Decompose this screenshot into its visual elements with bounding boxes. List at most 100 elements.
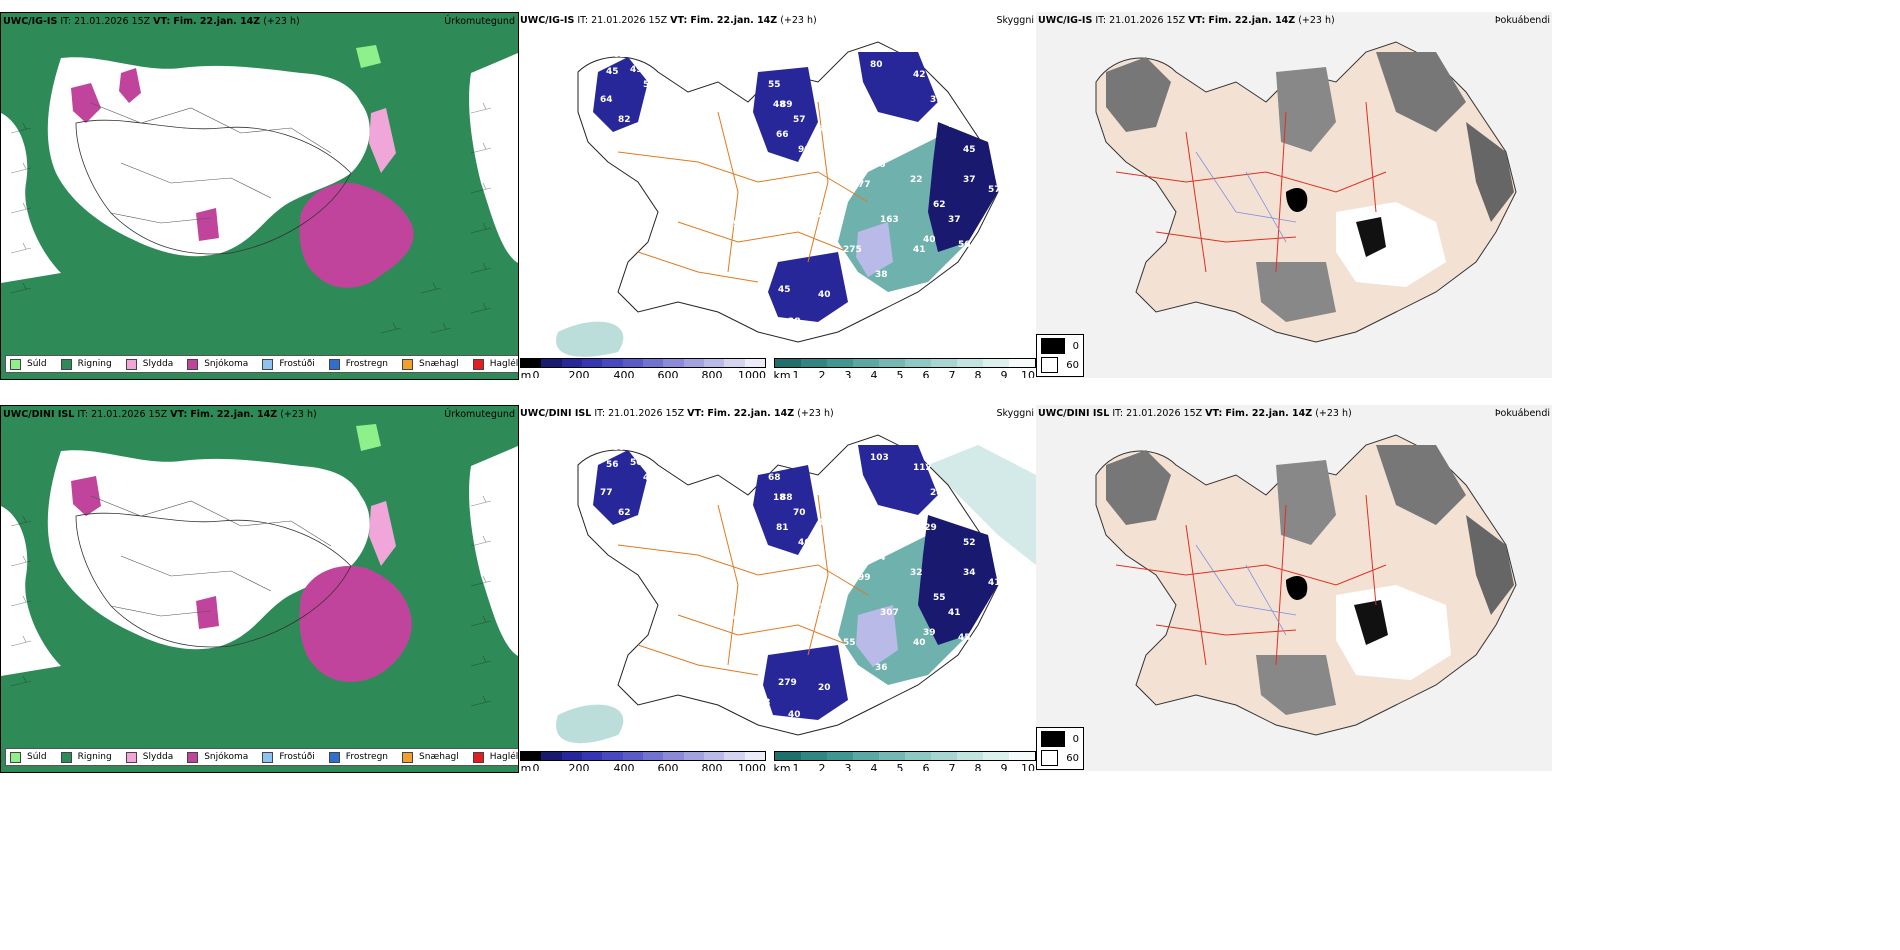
scale-tick: 400 [613, 369, 635, 378]
precip-title: Úrkomutegund [444, 409, 515, 420]
cloud-base-label: 39 [778, 608, 791, 618]
cloud-base-label: 112 [913, 463, 932, 473]
legend-swatch [472, 358, 484, 370]
cloud-base-label: 87 [853, 280, 866, 290]
scale-tick: 2 [818, 762, 826, 771]
scale-unit: km [773, 369, 791, 378]
cloud-base-label: 103 [870, 453, 889, 463]
it-label: IT: [577, 15, 589, 26]
fog-panel-top: UWC/IG-IS IT: 21.01.2026 15Z VT: Fim. 22… [1036, 12, 1552, 378]
legend-item-haglel: Haglél [472, 751, 518, 763]
cloud-base-label: 45 [958, 633, 971, 643]
cloud-base-label: 70 [818, 125, 831, 135]
cloud-title: Skyggni [996, 15, 1034, 26]
cloud-base-label: 39 [930, 95, 943, 105]
scale-tick: 1 [792, 762, 800, 771]
scale-ticks: km 1 2 3 4 5 6 7 8 9 10 [773, 369, 1036, 378]
cloud-base-label: 28 [788, 317, 801, 327]
model-name: UWC/DINI ISL [3, 409, 75, 420]
scale-tick: 600 [657, 762, 679, 771]
cloud-base-label: 46 [648, 493, 661, 503]
fog-map-bottom [1036, 405, 1552, 771]
cloud-base-label: 28 [930, 488, 943, 498]
cloud-base-label: 56 [958, 240, 971, 250]
vt-label: VT: [670, 15, 688, 26]
fog-legend-swatch [1041, 750, 1059, 766]
scale-bar [774, 751, 1036, 761]
cloud-base-label: 20 [818, 683, 831, 693]
cloud-base-label: 88 [780, 493, 793, 503]
cloud-base-label: 55 [743, 708, 756, 718]
it-label: IT: [594, 408, 606, 419]
cloud-base-label: 55 [843, 638, 856, 648]
fog-legend-swatch [1041, 357, 1059, 373]
scale-tick: 4 [870, 762, 878, 771]
cloud-base-label: 50 [630, 458, 643, 468]
panel-header: UWC/IG-IS IT: 21.01.2026 15Z VT: Fim. 22… [520, 15, 817, 26]
legend-item-frostregn: Frostregn [328, 358, 388, 370]
cloud-base-label: 41 [948, 608, 961, 618]
lead-time: (+23 h) [797, 408, 834, 419]
vt-value: Fim. 22.jan. 14Z [1225, 408, 1313, 419]
cloud-title: Skyggni [996, 408, 1034, 419]
cloud-base-label: 55 [768, 80, 781, 90]
fog-legend-row: 60 [1041, 750, 1079, 766]
vt-label: VT: [687, 408, 705, 419]
legend-item-frostudi: Frostúði [262, 358, 315, 370]
cloud-base-label: 40 [923, 235, 936, 245]
fog-legend-row: 0 [1041, 338, 1079, 354]
vt-label: VT: [1188, 15, 1206, 26]
cloud-base-label: 14 [873, 553, 886, 563]
cloud-base-label: 275 [843, 245, 862, 255]
cloud-base-label: 45 [733, 613, 746, 623]
lead-time: (+23 h) [780, 15, 817, 26]
cloud-base-label: 51 [643, 80, 656, 90]
cloud-base-label: 163 [880, 215, 899, 225]
vt-label: VT: [1205, 408, 1223, 419]
lead-time: (+23 h) [1315, 408, 1352, 419]
cloud-base-label: 279 [778, 678, 797, 688]
cloud-base-label: 40 [818, 518, 831, 528]
fog-legend-swatch [1041, 338, 1065, 354]
cloud-base-label: 52 [778, 215, 791, 225]
scale-tick: 10 [1021, 369, 1035, 378]
precip-legend: Súld Rigning Slydda Snjókoma Frostúði Fr… [5, 748, 518, 766]
scale-tick: 200 [568, 369, 590, 378]
cloud-base-label: 103 [896, 135, 915, 145]
scale-tick: 600 [657, 369, 679, 378]
scale-tick: 1000 [738, 762, 766, 771]
cloud-base-label: 32 [990, 145, 1003, 155]
cloud-scale-km: km 1 2 3 4 5 6 7 8 9 10 [773, 358, 1036, 378]
scale-tick: 1 [792, 369, 800, 378]
panel-header: UWC/DINI ISL IT: 21.01.2026 15Z VT: Fim.… [1038, 408, 1352, 419]
legend-swatch [262, 751, 274, 763]
scale-ticks: m 0 200 400 600 800 1000 [520, 762, 766, 771]
fog-legend-row: 60 [1041, 357, 1079, 373]
cloud-base-label: 40 [818, 290, 831, 300]
cloud-base-label: 85 [613, 195, 626, 205]
fog-legend: 0 60 [1036, 334, 1084, 377]
model-name: UWC/DINI ISL [520, 408, 592, 419]
cloud-base-label: 66 [776, 130, 789, 140]
cloud-base-label: 37 [948, 215, 961, 225]
legend-swatch [187, 751, 199, 763]
cloud-base-label: 57 [793, 115, 806, 125]
cloud-base-label: 307 [880, 608, 899, 618]
legend-swatch [402, 751, 414, 763]
legend-swatch [472, 751, 484, 763]
cloud-base-label: 42 [913, 70, 926, 80]
legend-item-rigning: Rigning [60, 751, 112, 763]
scale-tick: 800 [701, 369, 723, 378]
legend-item-sudd: Súld [10, 358, 47, 370]
scale-ticks: km 1 2 3 4 5 6 7 8 9 10 [773, 762, 1036, 771]
cloud-base-label: 19 [678, 185, 691, 195]
cloud-base-label: 82 [618, 115, 631, 125]
cloud-base-label: 77 [858, 180, 871, 190]
legend-item-snaehagl: Snæhagl [402, 751, 459, 763]
cloud-base-label: 64 [600, 95, 613, 105]
vt-value: Fim. 22.jan. 14Z [690, 15, 778, 26]
scale-tick: 3 [844, 369, 852, 378]
it-value: 21.01.2026 15Z [591, 15, 668, 26]
vt-label: VT: [170, 409, 188, 420]
cloud-panel-bottom: 59 50 56 49 46 86 77 62 65 73 68 88 70 81 46 40 103 112 28… [518, 405, 1036, 771]
